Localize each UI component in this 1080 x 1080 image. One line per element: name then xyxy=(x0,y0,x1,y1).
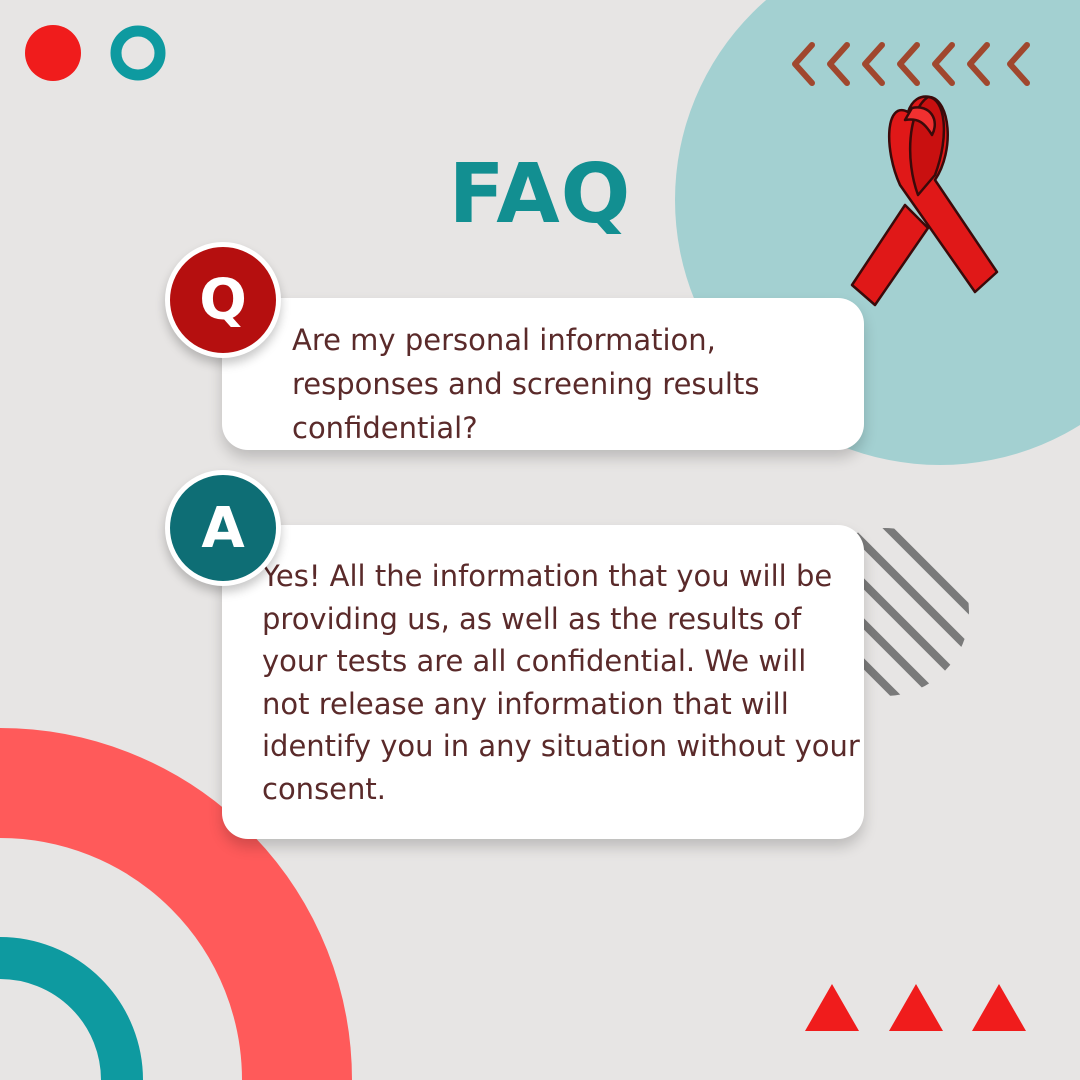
triangle-icon xyxy=(805,984,1026,1031)
question-card: Are my personal information, responses a… xyxy=(222,298,864,450)
answer-card: Yes! All the information that you will b… xyxy=(222,525,864,839)
teal-ring-icon xyxy=(110,25,166,81)
answer-badge: A xyxy=(165,470,281,586)
page-title: FAQ xyxy=(448,147,632,242)
question-badge: Q xyxy=(165,242,281,358)
question-text: Are my personal information, responses a… xyxy=(292,323,760,445)
red-ribbon-icon xyxy=(850,95,999,307)
teal-arc-shape xyxy=(0,937,143,1080)
answer-text: Yes! All the information that you will b… xyxy=(262,559,860,806)
chevron-left-icon xyxy=(792,42,1030,86)
red-dot-icon xyxy=(25,25,81,81)
